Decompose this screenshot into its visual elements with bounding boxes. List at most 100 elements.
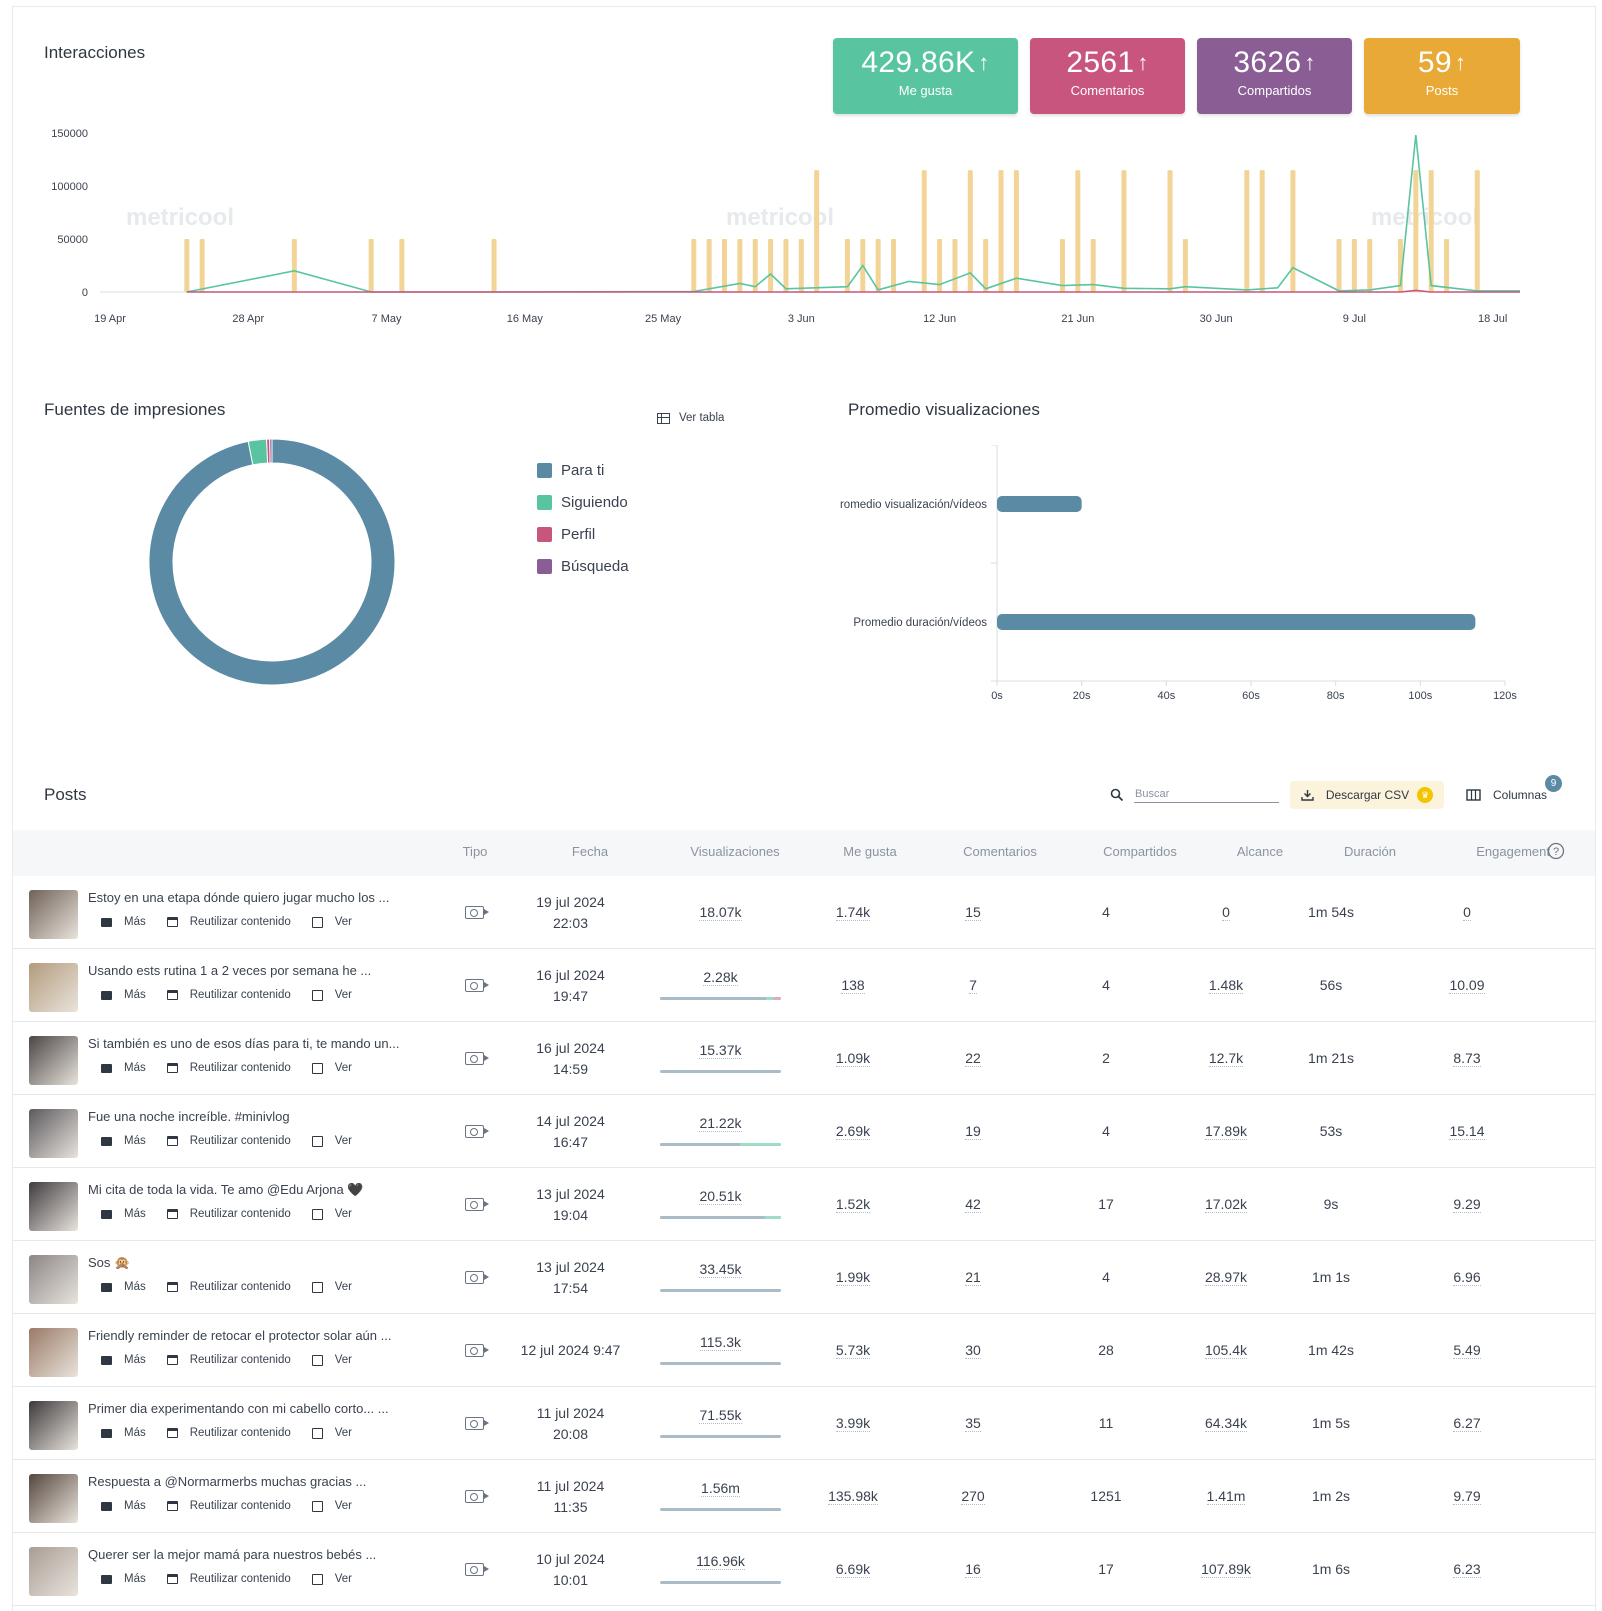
header-tipo[interactable]: Tipo — [462, 844, 488, 859]
post-duration-value: 53s — [1319, 1123, 1343, 1139]
ver-button[interactable]: Ver — [311, 989, 352, 1001]
reutilizar-button[interactable]: Reutilizar contenido — [166, 1062, 291, 1074]
views-source-segment — [660, 1508, 781, 1511]
mas-button[interactable]: Más — [101, 989, 146, 1001]
header-comentarios[interactable]: Comentarios — [963, 844, 1037, 859]
post-thumbnail[interactable] — [29, 963, 78, 1012]
post-title[interactable]: Mi cita de toda la vida. Te amo @Edu Arj… — [88, 1182, 364, 1197]
x-tick-label: 60s — [1242, 690, 1260, 702]
mas-button[interactable]: Más — [101, 1500, 146, 1512]
ver-button[interactable]: Ver — [311, 1427, 352, 1439]
search-input[interactable] — [1134, 786, 1279, 803]
legend-item-perfil[interactable]: Perfil — [537, 526, 595, 543]
reutilizar-button[interactable]: Reutilizar contenido — [166, 1573, 291, 1585]
ver-button[interactable]: Ver — [311, 1135, 352, 1147]
post-title[interactable]: Si también es uno de esos días para ti, … — [88, 1036, 400, 1051]
post-thumbnail[interactable] — [29, 1328, 78, 1377]
reutilizar-button[interactable]: Reutilizar contenido — [166, 1281, 291, 1293]
header-alcance[interactable]: Alcance — [1236, 844, 1284, 859]
post-title[interactable]: Estoy en una etapa dónde quiero jugar mu… — [88, 890, 390, 905]
ver-button[interactable]: Ver — [311, 1500, 352, 1512]
kpi-compartidos[interactable]: 3626 ↑ Compartidos — [1197, 38, 1352, 114]
reutilizar-button[interactable]: Reutilizar contenido — [166, 1208, 291, 1220]
ver-button[interactable]: Ver — [311, 916, 352, 928]
table-row[interactable]: Mi cita de toda la vida. Te amo @Edu Arj… — [13, 1168, 1595, 1241]
mas-button[interactable]: Más — [101, 1427, 146, 1439]
kpi-posts[interactable]: 59 ↑ Posts — [1364, 38, 1520, 114]
post-thumbnail[interactable] — [29, 1036, 78, 1085]
ver-button[interactable]: Ver — [311, 1573, 352, 1585]
table-row[interactable]: Respuesta a @Normarmerbs muchas gracias … — [13, 1460, 1595, 1533]
post-title[interactable]: Respuesta a @Normarmerbs muchas gracias … — [88, 1474, 367, 1489]
post-likes: 1.74k — [803, 902, 903, 923]
post-title[interactable]: Sos 🙊 — [88, 1255, 131, 1270]
post-title[interactable]: Usando ests rutina 1 a 2 veces por seman… — [88, 963, 372, 978]
help-icon[interactable]: ? — [1547, 842, 1565, 860]
table-row[interactable]: Primer dia experimentando con mi cabello… — [13, 1387, 1595, 1460]
ver-button[interactable]: Ver — [311, 1062, 352, 1074]
mas-button[interactable]: Más — [101, 1062, 146, 1074]
table-row[interactable]: Sos 🙊 Más Reutilizar contenido Ver 13 jul 20… — [13, 1241, 1595, 1314]
post-title[interactable]: Friendly reminder de retocar el protecto… — [88, 1328, 392, 1343]
post-comments-value: 16 — [965, 1561, 981, 1578]
reutilizar-button[interactable]: Reutilizar contenido — [166, 989, 291, 1001]
posts-bar — [783, 239, 789, 292]
watermark-text: metricool — [126, 204, 234, 231]
reutilizar-button[interactable]: Reutilizar contenido — [166, 1500, 291, 1512]
mas-button[interactable]: Más — [101, 1135, 146, 1147]
table-row[interactable]: Si también es uno de esos días para ti, … — [13, 1022, 1595, 1095]
table-row[interactable]: Friendly reminder de retocar el protecto… — [13, 1314, 1595, 1387]
legend-item-busqueda[interactable]: Búsqueda — [537, 558, 629, 575]
header-compartidos[interactable]: Compartidos — [1103, 844, 1177, 859]
reutilizar-button[interactable]: Reutilizar contenido — [166, 916, 291, 928]
kpi-comentarios[interactable]: 2561 ↑ Comentarios — [1030, 38, 1185, 114]
post-views-value: 20.51k — [699, 1188, 742, 1205]
calendar-icon — [166, 1136, 178, 1146]
mas-button[interactable]: Más — [101, 1573, 146, 1585]
post-thumbnail[interactable] — [29, 1547, 78, 1596]
header-me-gusta[interactable]: Me gusta — [843, 844, 897, 859]
header-fecha[interactable]: Fecha — [571, 844, 609, 859]
header-duracion[interactable]: Duración — [1343, 844, 1397, 859]
ver-button[interactable]: Ver — [311, 1281, 352, 1293]
post-thumbnail[interactable] — [29, 1474, 78, 1523]
post-title[interactable]: Fue una noche increíble. #minivlog — [88, 1109, 290, 1124]
post-thumbnail[interactable] — [29, 1401, 78, 1450]
post-title[interactable]: Querer ser la mejor mamá para nuestros b… — [88, 1547, 377, 1562]
table-icon — [657, 412, 670, 424]
x-tick-label: 3 Jun — [788, 313, 815, 325]
ver-button[interactable]: Ver — [311, 1354, 352, 1366]
legend-item-siguiendo[interactable]: Siguiendo — [537, 494, 628, 511]
promedio-chart[interactable]: 0s 20s 40s 60s 80s 100s 120s Promedio visualiza… — [840, 445, 1570, 720]
ver-tabla-button[interactable]: Ver tabla — [657, 412, 724, 424]
header-engagement[interactable]: Engagement — [1440, 844, 1550, 859]
impresiones-donut[interactable] — [148, 438, 398, 688]
mas-button[interactable]: Más — [101, 916, 146, 928]
table-row[interactable]: Estoy en una etapa dónde quiero jugar mu… — [13, 876, 1595, 949]
mas-button[interactable]: Más — [101, 1208, 146, 1220]
post-thumbnail[interactable] — [29, 1109, 78, 1158]
post-thumbnail[interactable] — [29, 1255, 78, 1304]
kpi-me-gusta[interactable]: 429.86K ↑ Me gusta — [833, 38, 1018, 114]
post-shares-value: 11 — [1098, 1415, 1114, 1431]
post-thumbnail[interactable] — [29, 1182, 78, 1231]
download-csv-button[interactable]: Descargar CSV ♛ — [1290, 781, 1444, 809]
ver-button[interactable]: Ver — [311, 1208, 352, 1220]
reutilizar-button[interactable]: Reutilizar contenido — [166, 1135, 291, 1147]
post-thumbnail[interactable] — [29, 890, 78, 939]
table-row[interactable]: Querer ser la mejor mamá para nuestros b… — [13, 1533, 1595, 1606]
reutilizar-button[interactable]: Reutilizar contenido — [166, 1354, 291, 1366]
header-visualizaciones[interactable]: Visualizaciones — [690, 844, 780, 859]
post-engagement: 6.23 — [1417, 1559, 1517, 1580]
legend-item-para-ti[interactable]: Para ti — [537, 462, 604, 479]
interacciones-chart[interactable]: 150000 100000 50000 0 19 Apr 28 Apr 7 May 16 Ma… — [40, 120, 1520, 335]
post-title[interactable]: Primer dia experimentando con mi cabello… — [88, 1401, 389, 1416]
mas-button[interactable]: Más — [101, 1354, 146, 1366]
posts-bar — [1259, 170, 1265, 292]
table-row[interactable]: Usando ests rutina 1 a 2 veces por seman… — [13, 949, 1595, 1022]
reutilizar-button[interactable]: Reutilizar contenido — [166, 1427, 291, 1439]
table-row[interactable]: Fue una noche increíble. #minivlog Más Reu… — [13, 1095, 1595, 1168]
columns-button[interactable]: Columnas 9 — [1466, 775, 1562, 809]
post-shares: 28 — [1056, 1340, 1156, 1361]
mas-button[interactable]: Más — [101, 1281, 146, 1293]
